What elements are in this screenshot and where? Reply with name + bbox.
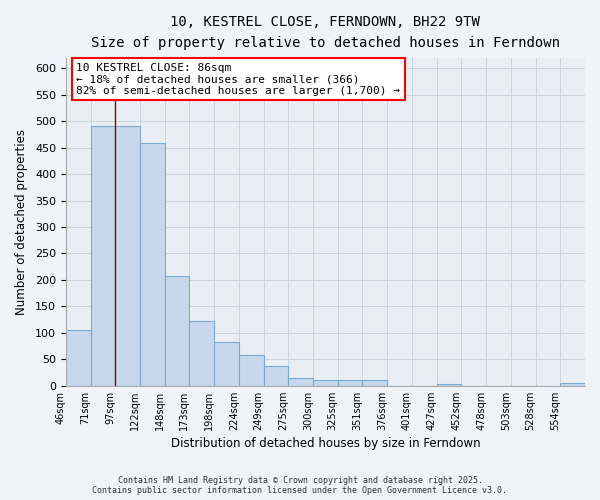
- Text: 10 KESTREL CLOSE: 86sqm
← 18% of detached houses are smaller (366)
82% of semi-d: 10 KESTREL CLOSE: 86sqm ← 18% of detache…: [76, 62, 400, 96]
- Bar: [239, 355, 263, 386]
- Bar: [362, 380, 387, 386]
- Bar: [140, 144, 164, 386]
- Bar: [66, 330, 91, 386]
- X-axis label: Distribution of detached houses by size in Ferndown: Distribution of detached houses by size …: [170, 437, 480, 450]
- Bar: [91, 126, 115, 386]
- Bar: [263, 366, 289, 386]
- Bar: [190, 321, 214, 386]
- Bar: [164, 276, 190, 386]
- Bar: [560, 383, 585, 386]
- Bar: [437, 384, 461, 386]
- Bar: [289, 378, 313, 386]
- Y-axis label: Number of detached properties: Number of detached properties: [15, 128, 28, 314]
- Bar: [338, 380, 362, 386]
- Bar: [115, 126, 140, 386]
- Title: 10, KESTREL CLOSE, FERNDOWN, BH22 9TW
Size of property relative to detached hous: 10, KESTREL CLOSE, FERNDOWN, BH22 9TW Si…: [91, 15, 560, 50]
- Bar: [214, 342, 239, 386]
- Bar: [313, 380, 338, 386]
- Text: Contains HM Land Registry data © Crown copyright and database right 2025.
Contai: Contains HM Land Registry data © Crown c…: [92, 476, 508, 495]
